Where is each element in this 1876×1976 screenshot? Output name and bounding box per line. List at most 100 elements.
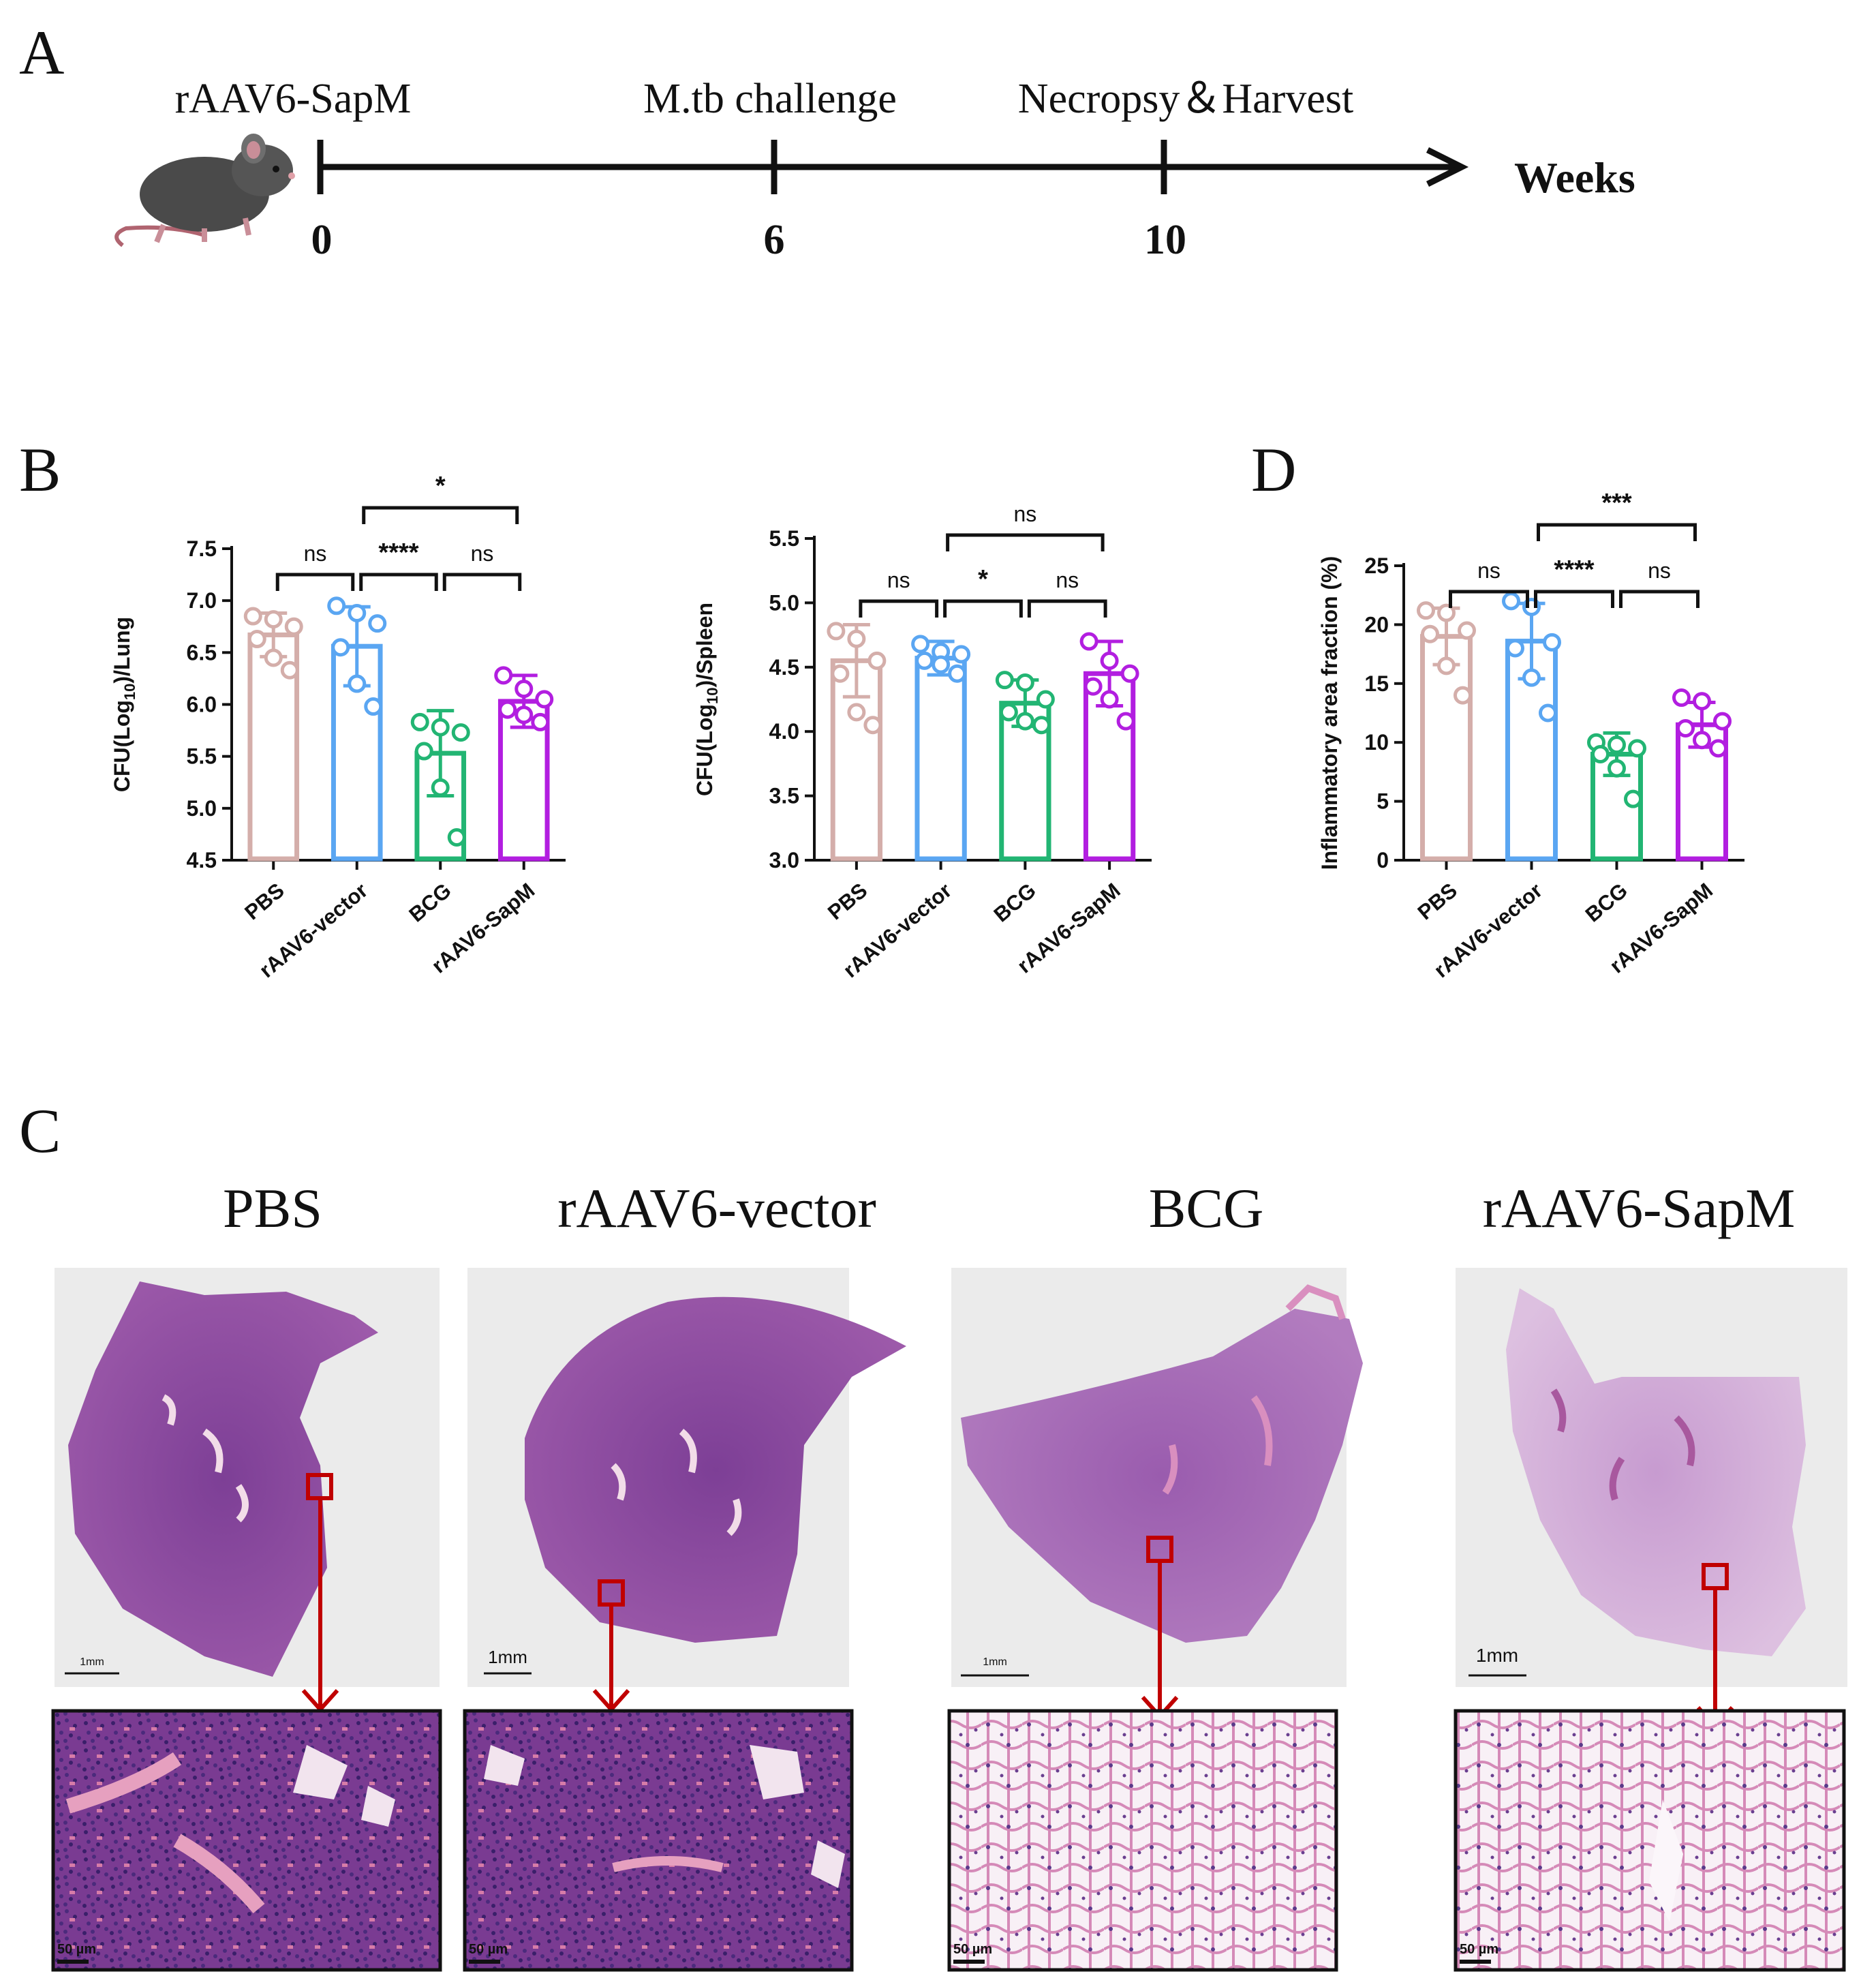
data-point [410,712,429,731]
data-point [1628,739,1646,758]
histology-low-mag-rAAV6-sapm: 1mm [1456,1268,1847,1687]
y-axis-label-tail: )/Lung [110,617,134,684]
y-tick-label: 5.5 [187,744,217,769]
scale-bar-label: 50 µm [1460,1942,1498,1957]
data-point [531,712,550,731]
significance-bracket [946,533,1105,551]
data-point [948,664,967,683]
data-point [348,674,367,693]
data-point [264,610,283,629]
data-point [1502,592,1520,611]
histology-low-mag-bcg: 1mm [951,1268,1363,1687]
data-point [1608,735,1626,755]
significance-label: * [435,472,446,500]
x-tick-label: PBS [1413,879,1462,925]
histology-high-mag-bcg: 50 µm [947,1709,1338,1972]
data-point [1100,690,1119,709]
y-axis-label: CFU(Log10)/Lung [110,617,138,792]
scale-bar-label: 50 µm [57,1942,96,1957]
data-point [247,630,266,649]
data-point [1437,603,1456,622]
data-point [952,645,971,664]
histology-group-title: BCG [1149,1177,1264,1239]
timeline-axis [317,140,1469,194]
scale-bar-label: 1mm [1476,1645,1518,1666]
significance-label: ns [1648,558,1671,583]
data-point [1676,718,1695,738]
chart-inflammatory-area: 0 5 10 15 20 25 Inflammatory area fraction (%)… [1317,489,1744,982]
data-point [999,703,1018,722]
y-tick-label: 6.5 [187,640,217,665]
chart-lung-cfu: 4.55.05.56.06.57.07.5CFU(Log10)/LungPBSr… [110,472,566,982]
data-point [1454,686,1472,705]
y-tick-label: 5.5 [769,526,799,551]
data-point [535,690,554,709]
y-tick-label: 6.0 [187,693,217,717]
data-point [1421,624,1439,643]
data-point [451,723,470,742]
scale-bar-label: 50 µm [469,1942,508,1957]
x-tick-label: PBS [240,879,288,925]
data-point [431,718,450,737]
significance-bracket [1534,590,1614,608]
significance-label: * [978,565,988,594]
timeline-tick-label: 6 [764,217,785,263]
data-point [1709,739,1727,758]
y-axis-label-main: CFU(Log [110,700,134,792]
data-point [1522,668,1541,687]
data-point [414,742,433,761]
significance-bracket [1537,523,1697,541]
x-tick-label: BCG [404,879,455,927]
significance-bracket [442,573,522,591]
data-point [1693,692,1711,711]
data-point [447,827,466,847]
data-point [867,651,887,670]
data-point [1116,712,1135,731]
scale-bar-label: 1mm [80,1656,104,1668]
data-point [1672,688,1691,708]
histology-high-mag-rAAV6-vector: 50 µm [463,1709,854,1972]
data-point [494,666,513,685]
data-point [431,778,450,797]
data-point [1506,639,1524,658]
scale-bar-label: 50 µm [953,1942,992,1957]
data-point [1032,716,1051,735]
y-tick-label: 4.5 [769,655,799,680]
significance-label: *** [1601,489,1632,517]
data-point [1417,601,1435,620]
histology-high-mag-rAAV6-sapm: 50 µm [1454,1709,1846,1972]
timeline-tick-label: 10 [1144,217,1186,263]
y-axis-label-subscript: 10 [704,687,721,703]
y-axis-label: CFU(Log10)/Spleen [692,603,721,796]
y-tick-label: 3.5 [769,784,799,808]
histology-group-title: PBS [223,1177,322,1239]
data-point [514,705,534,725]
y-axis-label-main: CFU(Log [692,704,717,796]
y-tick-label: 3.0 [769,848,799,872]
chart-spleen-cfu: 3.03.54.04.55.05.5CFU(Log10)/SpleenPBSrA… [692,502,1152,982]
data-point [264,648,283,667]
y-tick-label: 5.0 [769,590,799,615]
timeline-tick-label: 0 [311,217,333,263]
panel-label-b: B [19,435,61,504]
data-point [932,655,951,674]
scale-bar-label: 1mm [983,1656,1007,1668]
y-tick-label: 15 [1364,671,1389,696]
data-point [911,635,930,654]
data-point [915,651,934,670]
significance-bracket [275,573,355,591]
significance-label: ns [471,541,494,566]
histology-group-title: rAAV6-vector [557,1177,876,1239]
timeline-axis-label: Weeks [1514,153,1635,202]
panel-label-c: C [19,1096,61,1166]
data-point [847,703,866,722]
timeline-event-label: Necropsy＆Harvest [1018,76,1353,122]
significance-bracket [1619,590,1700,608]
histology-high-mag-pbs: 50 µm [51,1709,442,1972]
y-tick-label: 20 [1364,612,1389,637]
data-point [1079,632,1098,651]
y-axis-label: Inflammatory area fraction (%) [1317,556,1342,870]
significance-bracket [943,599,1023,618]
significance-bracket [859,599,939,618]
data-point [847,629,866,648]
